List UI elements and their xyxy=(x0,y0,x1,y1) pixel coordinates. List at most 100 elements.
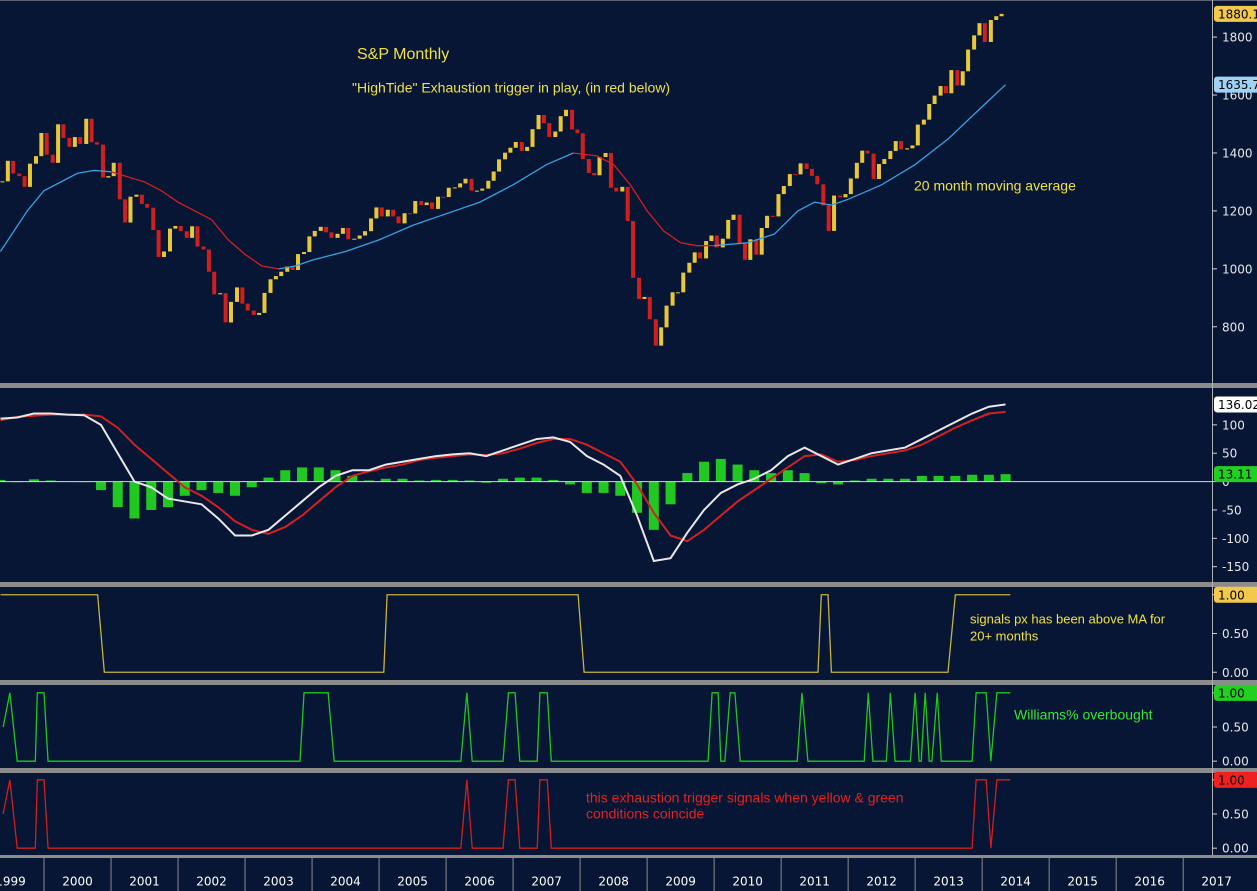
candle xyxy=(335,233,340,238)
candle xyxy=(865,150,870,154)
y-tick-label: 100 xyxy=(1222,418,1245,432)
candle xyxy=(134,194,139,197)
candle xyxy=(570,109,575,130)
candle xyxy=(39,132,44,157)
annotation: 20+ months xyxy=(970,628,1039,643)
candle xyxy=(737,214,742,244)
histogram-bar xyxy=(380,478,391,482)
candle xyxy=(564,109,569,117)
candle xyxy=(201,246,206,250)
candle xyxy=(346,228,351,240)
candle xyxy=(765,215,770,229)
candle xyxy=(385,209,390,217)
candle xyxy=(999,13,1004,17)
candle xyxy=(128,196,133,223)
candle xyxy=(195,226,200,247)
candle xyxy=(363,231,368,236)
candle xyxy=(178,225,183,232)
histogram-bar xyxy=(866,478,877,482)
histogram-bar xyxy=(431,479,442,482)
candle xyxy=(513,141,518,148)
chart-title: S&P Monthly xyxy=(357,46,449,63)
candle xyxy=(67,137,72,147)
value-box xyxy=(1214,466,1257,483)
histogram-bar xyxy=(397,478,408,482)
candle xyxy=(905,148,910,150)
histogram-bar xyxy=(45,480,56,482)
histogram-bar xyxy=(230,481,241,496)
signal-step-line xyxy=(2,779,1011,849)
candle xyxy=(424,202,429,206)
value-box-label: 1635.7 xyxy=(1218,78,1257,92)
histogram-bar xyxy=(983,474,994,482)
candle xyxy=(480,188,485,191)
candle xyxy=(419,201,424,206)
histogram-bar xyxy=(28,479,39,482)
candle xyxy=(704,241,709,259)
candle xyxy=(977,23,982,36)
histogram-bar xyxy=(833,481,844,485)
candle xyxy=(318,226,323,231)
candle xyxy=(312,230,317,237)
candle xyxy=(848,178,853,195)
candle xyxy=(854,162,859,179)
candle xyxy=(190,226,195,238)
y-tick-label: -150 xyxy=(1222,560,1249,574)
chart-subtitle: "HighTide" Exhaustion trigger in play, (… xyxy=(352,80,670,96)
x-tick-label: 2000 xyxy=(62,875,93,889)
candle xyxy=(469,178,474,191)
histogram-bar xyxy=(548,479,559,482)
candle xyxy=(184,231,189,238)
candle xyxy=(491,171,496,181)
x-tick-label: 2002 xyxy=(196,875,227,889)
candle xyxy=(89,118,94,143)
y-tick-label: 0.50 xyxy=(1222,721,1249,735)
candle xyxy=(921,119,926,125)
y-tick-label: 0.00 xyxy=(1222,666,1249,680)
candle xyxy=(943,86,948,94)
histogram-bar xyxy=(782,470,793,482)
value-box xyxy=(1214,76,1257,93)
candle xyxy=(474,190,479,192)
candle xyxy=(714,235,719,248)
moving-average xyxy=(714,84,1007,247)
candle xyxy=(245,303,250,311)
candle xyxy=(290,266,295,271)
y-tick-label: -100 xyxy=(1222,532,1249,546)
candle xyxy=(446,187,451,198)
candle xyxy=(932,95,937,105)
candle xyxy=(151,207,156,231)
candle xyxy=(50,154,55,163)
moving-average xyxy=(0,169,112,252)
histogram-bar xyxy=(967,474,978,482)
candle xyxy=(61,124,66,138)
candle xyxy=(815,175,820,185)
histogram-bar xyxy=(849,480,860,482)
candle xyxy=(670,292,675,306)
candle xyxy=(988,19,993,43)
panel-separator xyxy=(0,582,1257,587)
candle xyxy=(580,133,585,160)
moving-average xyxy=(573,152,715,247)
candle xyxy=(955,70,960,86)
candle xyxy=(396,216,401,224)
candle xyxy=(486,180,491,189)
candle xyxy=(436,196,441,209)
moving-average xyxy=(278,152,574,270)
candle xyxy=(324,226,329,233)
value-box-label: 1.00 xyxy=(1218,773,1245,787)
x-tick-label: 2004 xyxy=(330,875,361,889)
candle xyxy=(664,305,669,328)
candle xyxy=(687,262,692,273)
x-tick-label: 2014 xyxy=(1000,875,1031,889)
candle xyxy=(927,104,932,120)
histogram-bar xyxy=(766,473,777,482)
histogram-bar xyxy=(715,458,726,482)
candle xyxy=(838,195,843,198)
histogram-bar xyxy=(95,481,106,491)
panel-separator xyxy=(0,768,1257,773)
candle xyxy=(497,159,502,172)
histogram-bar xyxy=(481,481,492,483)
candle xyxy=(357,235,362,239)
signal-step-line xyxy=(0,594,1011,673)
